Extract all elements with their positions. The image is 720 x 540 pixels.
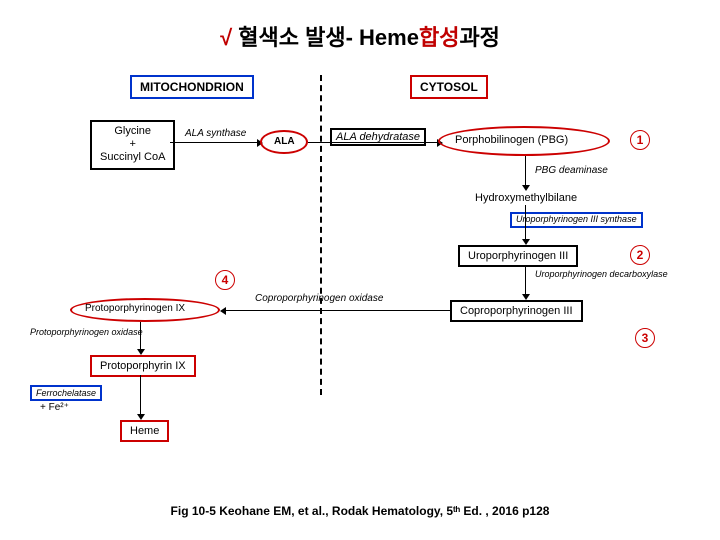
title-p1: 혈색소 발생- Heme bbox=[232, 25, 419, 50]
arrow-1 bbox=[170, 142, 258, 143]
citation-text: Fig 10-5 Keohane EM, et al., Rodak Hemat… bbox=[0, 504, 720, 518]
pbg-deaminase-label: PBG deaminase bbox=[535, 165, 608, 176]
ferrochelatase-box: Ferrochelatase bbox=[30, 385, 102, 401]
ala-dehydratase-box: ALA dehydratase bbox=[330, 128, 426, 146]
page-title: √ 혈색소 발생- Heme합성과정 bbox=[0, 20, 720, 52]
arrow-4 bbox=[525, 205, 526, 240]
copro3-box: Coproporphyrinogen III bbox=[450, 300, 583, 322]
mitochondrion-label: MITOCHONDRION bbox=[130, 75, 254, 99]
compartment-divider bbox=[320, 75, 322, 395]
uro3-synthase-text: Uroporphyrinogen III synthase bbox=[516, 214, 637, 224]
hmb-label: Hydroxymethylbilane bbox=[475, 192, 577, 204]
step-2-marker: 2 bbox=[630, 245, 650, 265]
heme-synthesis-diagram: MITOCHONDRION CYTOSOL Glycine + Succinyl… bbox=[30, 70, 690, 470]
plus-text: + bbox=[129, 138, 135, 150]
glycine-box: Glycine + Succinyl CoA bbox=[90, 120, 175, 170]
arrow-2 bbox=[308, 142, 438, 143]
step-3-marker: 3 bbox=[635, 328, 655, 348]
heme-box: Heme bbox=[120, 420, 169, 442]
uro-decarb-label: Uroporphyrinogen decarboxylase bbox=[535, 270, 668, 280]
check-mark: √ bbox=[220, 25, 232, 50]
ala-synthase-label: ALA synthase bbox=[185, 128, 246, 139]
arrow-8 bbox=[140, 375, 141, 415]
succinyl-text: Succinyl CoA bbox=[100, 151, 165, 163]
cytosol-label: CYTOSOL bbox=[410, 75, 488, 99]
step-4-marker: 4 bbox=[215, 270, 235, 290]
fe-label: + Fe²⁺ bbox=[40, 402, 69, 413]
uro-decarb-text: Uroporphyrinogen decarboxylase bbox=[535, 269, 668, 279]
uro3-synthase-box: Uroporphyrinogen III synthase bbox=[510, 212, 643, 228]
title-p2: 합성 bbox=[419, 25, 459, 50]
proto-oxidase-text: Protoporphyrinogen oxidase bbox=[30, 327, 143, 337]
pbg-label: Porphobilinogen (PBG) bbox=[455, 134, 568, 146]
arrow-5 bbox=[525, 265, 526, 295]
proto-oxidase-label: Protoporphyrinogen oxidase bbox=[30, 328, 143, 338]
proto-box: Protoporphyrin IX bbox=[90, 355, 196, 377]
ala-label: ALA bbox=[274, 136, 295, 147]
arrow-7 bbox=[140, 322, 141, 350]
uro3-box: Uroporphyrinogen III bbox=[458, 245, 578, 267]
arrow-3 bbox=[525, 156, 526, 186]
copro-oxidase-label: Coproporphyrinogen oxidase bbox=[255, 293, 383, 304]
glycine-text: Glycine bbox=[114, 125, 151, 137]
title-p3: 과정 bbox=[459, 25, 499, 50]
arrow-6 bbox=[225, 310, 450, 311]
step-1-marker: 1 bbox=[630, 130, 650, 150]
protogen-label: Protoporphyrinogen IX bbox=[85, 303, 185, 314]
